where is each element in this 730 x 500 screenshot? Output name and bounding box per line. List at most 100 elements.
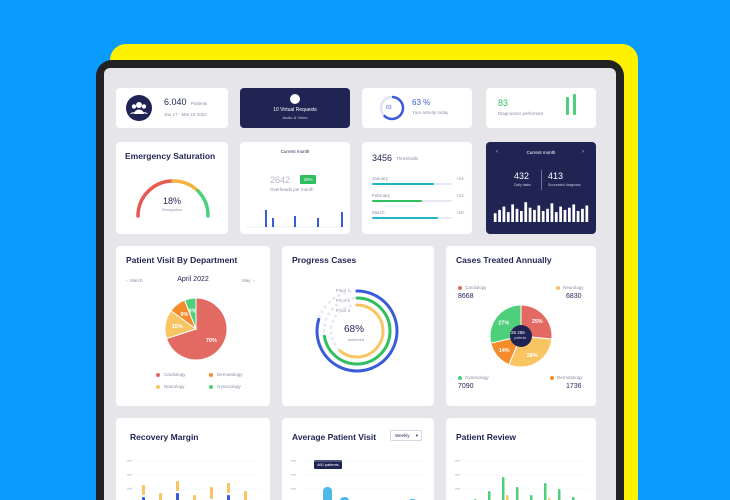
axis-tick — [291, 488, 296, 490]
visit-pie-chart: 70% 15% 9%6% — [164, 297, 228, 361]
tl-dot — [458, 286, 462, 290]
tr-value: 6830 — [566, 293, 582, 300]
dark-bar — [515, 208, 519, 222]
legend-dot — [156, 385, 160, 389]
dark-bar — [550, 203, 554, 222]
dark-bar — [567, 207, 571, 222]
axis-tick — [127, 474, 132, 476]
legend-dot — [209, 373, 213, 377]
pie-label: 27% — [498, 320, 509, 326]
recovery-bar-top — [210, 487, 213, 499]
bl-value: 7090 — [458, 383, 474, 390]
dark-bar — [576, 211, 580, 222]
threshold-row-bar — [372, 183, 452, 185]
axis-tick — [291, 474, 296, 476]
threshold-row-label: January — [372, 176, 389, 181]
threshold-row-label: March — [372, 210, 385, 215]
dark-bar — [502, 206, 506, 222]
dark-month-header: Current month — [526, 150, 556, 155]
progress-rings — [315, 289, 399, 373]
patients-card[interactable]: 6.040 Patients Jan 17 · Mar 18 2022 — [116, 88, 228, 128]
pie-label: 6% — [188, 308, 196, 314]
emergency-title: Emergency Saturation — [125, 151, 216, 161]
legend-label: Dermatology — [217, 372, 243, 377]
avg-visit-card[interactable]: Average Patient Visit Weekly ▾ 460 patie… — [282, 418, 434, 500]
dark-month-card[interactable]: ‹ Current month › 432 Daily tasks 413 Su… — [486, 142, 596, 234]
diagnostics-card[interactable]: 83 Diagnostics performed — [486, 88, 596, 128]
dark-bar — [546, 208, 549, 222]
review-bar-chart — [455, 460, 590, 500]
patient-visit-card[interactable]: Patient Visit By Department ‹ March Apri… — [116, 246, 270, 406]
cases-annual-title: Cases Treated Annually — [456, 255, 552, 265]
review-bar-secondary — [506, 495, 509, 500]
dark-bar — [541, 211, 545, 222]
activity-ring — [379, 95, 405, 121]
diagnostics-label: Diagnostics performed — [498, 111, 544, 116]
chevron-down-icon: ▾ — [415, 433, 418, 438]
diagnostics-bar-1 — [566, 97, 569, 115]
dark-left-label: Daily tasks — [514, 183, 531, 187]
recovery-title: Recovery Margin — [130, 432, 199, 442]
recovery-card[interactable]: Recovery Margin — [116, 418, 270, 500]
patients-label: Patients — [191, 101, 208, 106]
current-month-label: Overheads per month — [270, 187, 314, 192]
current-month-header: Current month — [280, 149, 310, 154]
progress-value: 68% — [344, 324, 365, 335]
cases-annual-card[interactable]: Cases Treated Annually Cardiology 8668 N… — [446, 246, 596, 406]
weekly-dropdown[interactable]: Weekly ▾ — [390, 430, 422, 441]
dark-bar — [537, 205, 541, 222]
review-card[interactable]: Patient Review — [446, 418, 596, 500]
patient-visit-title: Patient Visit By Department — [126, 255, 238, 265]
activity-card[interactable]: 63 63 % Your activity today — [362, 88, 472, 128]
review-bar — [572, 497, 575, 500]
current-month-label: April 2022 — [177, 276, 209, 283]
floor-2-label: Floor 2 — [336, 298, 351, 303]
threshold-card[interactable]: 3456 Thresholds January +14 February +12 Mar… — [362, 142, 472, 234]
dark-next-icon[interactable]: › — [582, 149, 584, 155]
current-month-card[interactable]: Current month 2642 20% Overheads per mon… — [240, 142, 350, 234]
dark-bar — [572, 204, 576, 222]
emergency-gauge — [136, 179, 210, 218]
review-bar — [502, 477, 505, 500]
dark-bar — [498, 209, 501, 222]
cases-donut-chart: 25% 28% 14% 27% — [489, 304, 553, 368]
tr-dot — [556, 286, 560, 290]
dark-right-value: 413 — [548, 171, 564, 181]
activity-ring-label: 63 — [386, 105, 392, 111]
axis-tick — [127, 488, 132, 490]
weekly-dropdown-label: Weekly — [395, 433, 410, 438]
review-bar — [488, 491, 491, 500]
review-bar — [544, 483, 547, 500]
next-month-link[interactable]: May › — [242, 278, 255, 283]
progress-card[interactable]: Progress Cases Floor 1 Floor 2 Floor 3 6… — [282, 246, 434, 406]
axis-tick — [127, 460, 132, 462]
progress-label: achieved — [348, 337, 365, 342]
threshold-row-value: +12 — [456, 193, 464, 198]
recovery-bar-top — [142, 485, 145, 495]
legend-label: Cardiology — [164, 372, 186, 377]
dark-bar — [563, 209, 567, 222]
dark-bar — [554, 212, 558, 222]
current-month-badge: 20% — [300, 175, 316, 184]
patients-range: Jan 17 · Mar 18 2022 — [164, 112, 207, 117]
recovery-bar — [227, 495, 230, 500]
patients-value: 6.040 — [164, 97, 187, 107]
dark-prev-icon[interactable]: ‹ — [496, 149, 498, 155]
threshold-row-bar — [372, 217, 452, 219]
emergency-card[interactable]: Emergency Saturation 18% Occupation — [116, 142, 228, 234]
dark-right-label: Successful diagnosis — [548, 183, 581, 187]
prev-month-link[interactable]: ‹ March — [126, 278, 143, 283]
recovery-bar — [176, 493, 179, 500]
virtual-requests-card[interactable]: 10 Virtual Requests Audio & Video — [240, 88, 350, 128]
dashboard-screen: 6.040 Patients Jan 17 · Mar 18 2022 10 V… — [104, 68, 616, 500]
review-bar — [516, 487, 519, 500]
dark-bar — [524, 202, 528, 222]
pie-label: 15% — [172, 324, 183, 330]
threshold-row-label: February — [372, 193, 391, 198]
recovery-bar-top — [193, 495, 196, 500]
activity-label: Your activity today — [412, 110, 449, 115]
legend-dot — [209, 385, 213, 389]
recovery-bar-chart — [127, 460, 262, 500]
progress-title: Progress Cases — [292, 255, 357, 265]
br-dot — [550, 376, 554, 380]
